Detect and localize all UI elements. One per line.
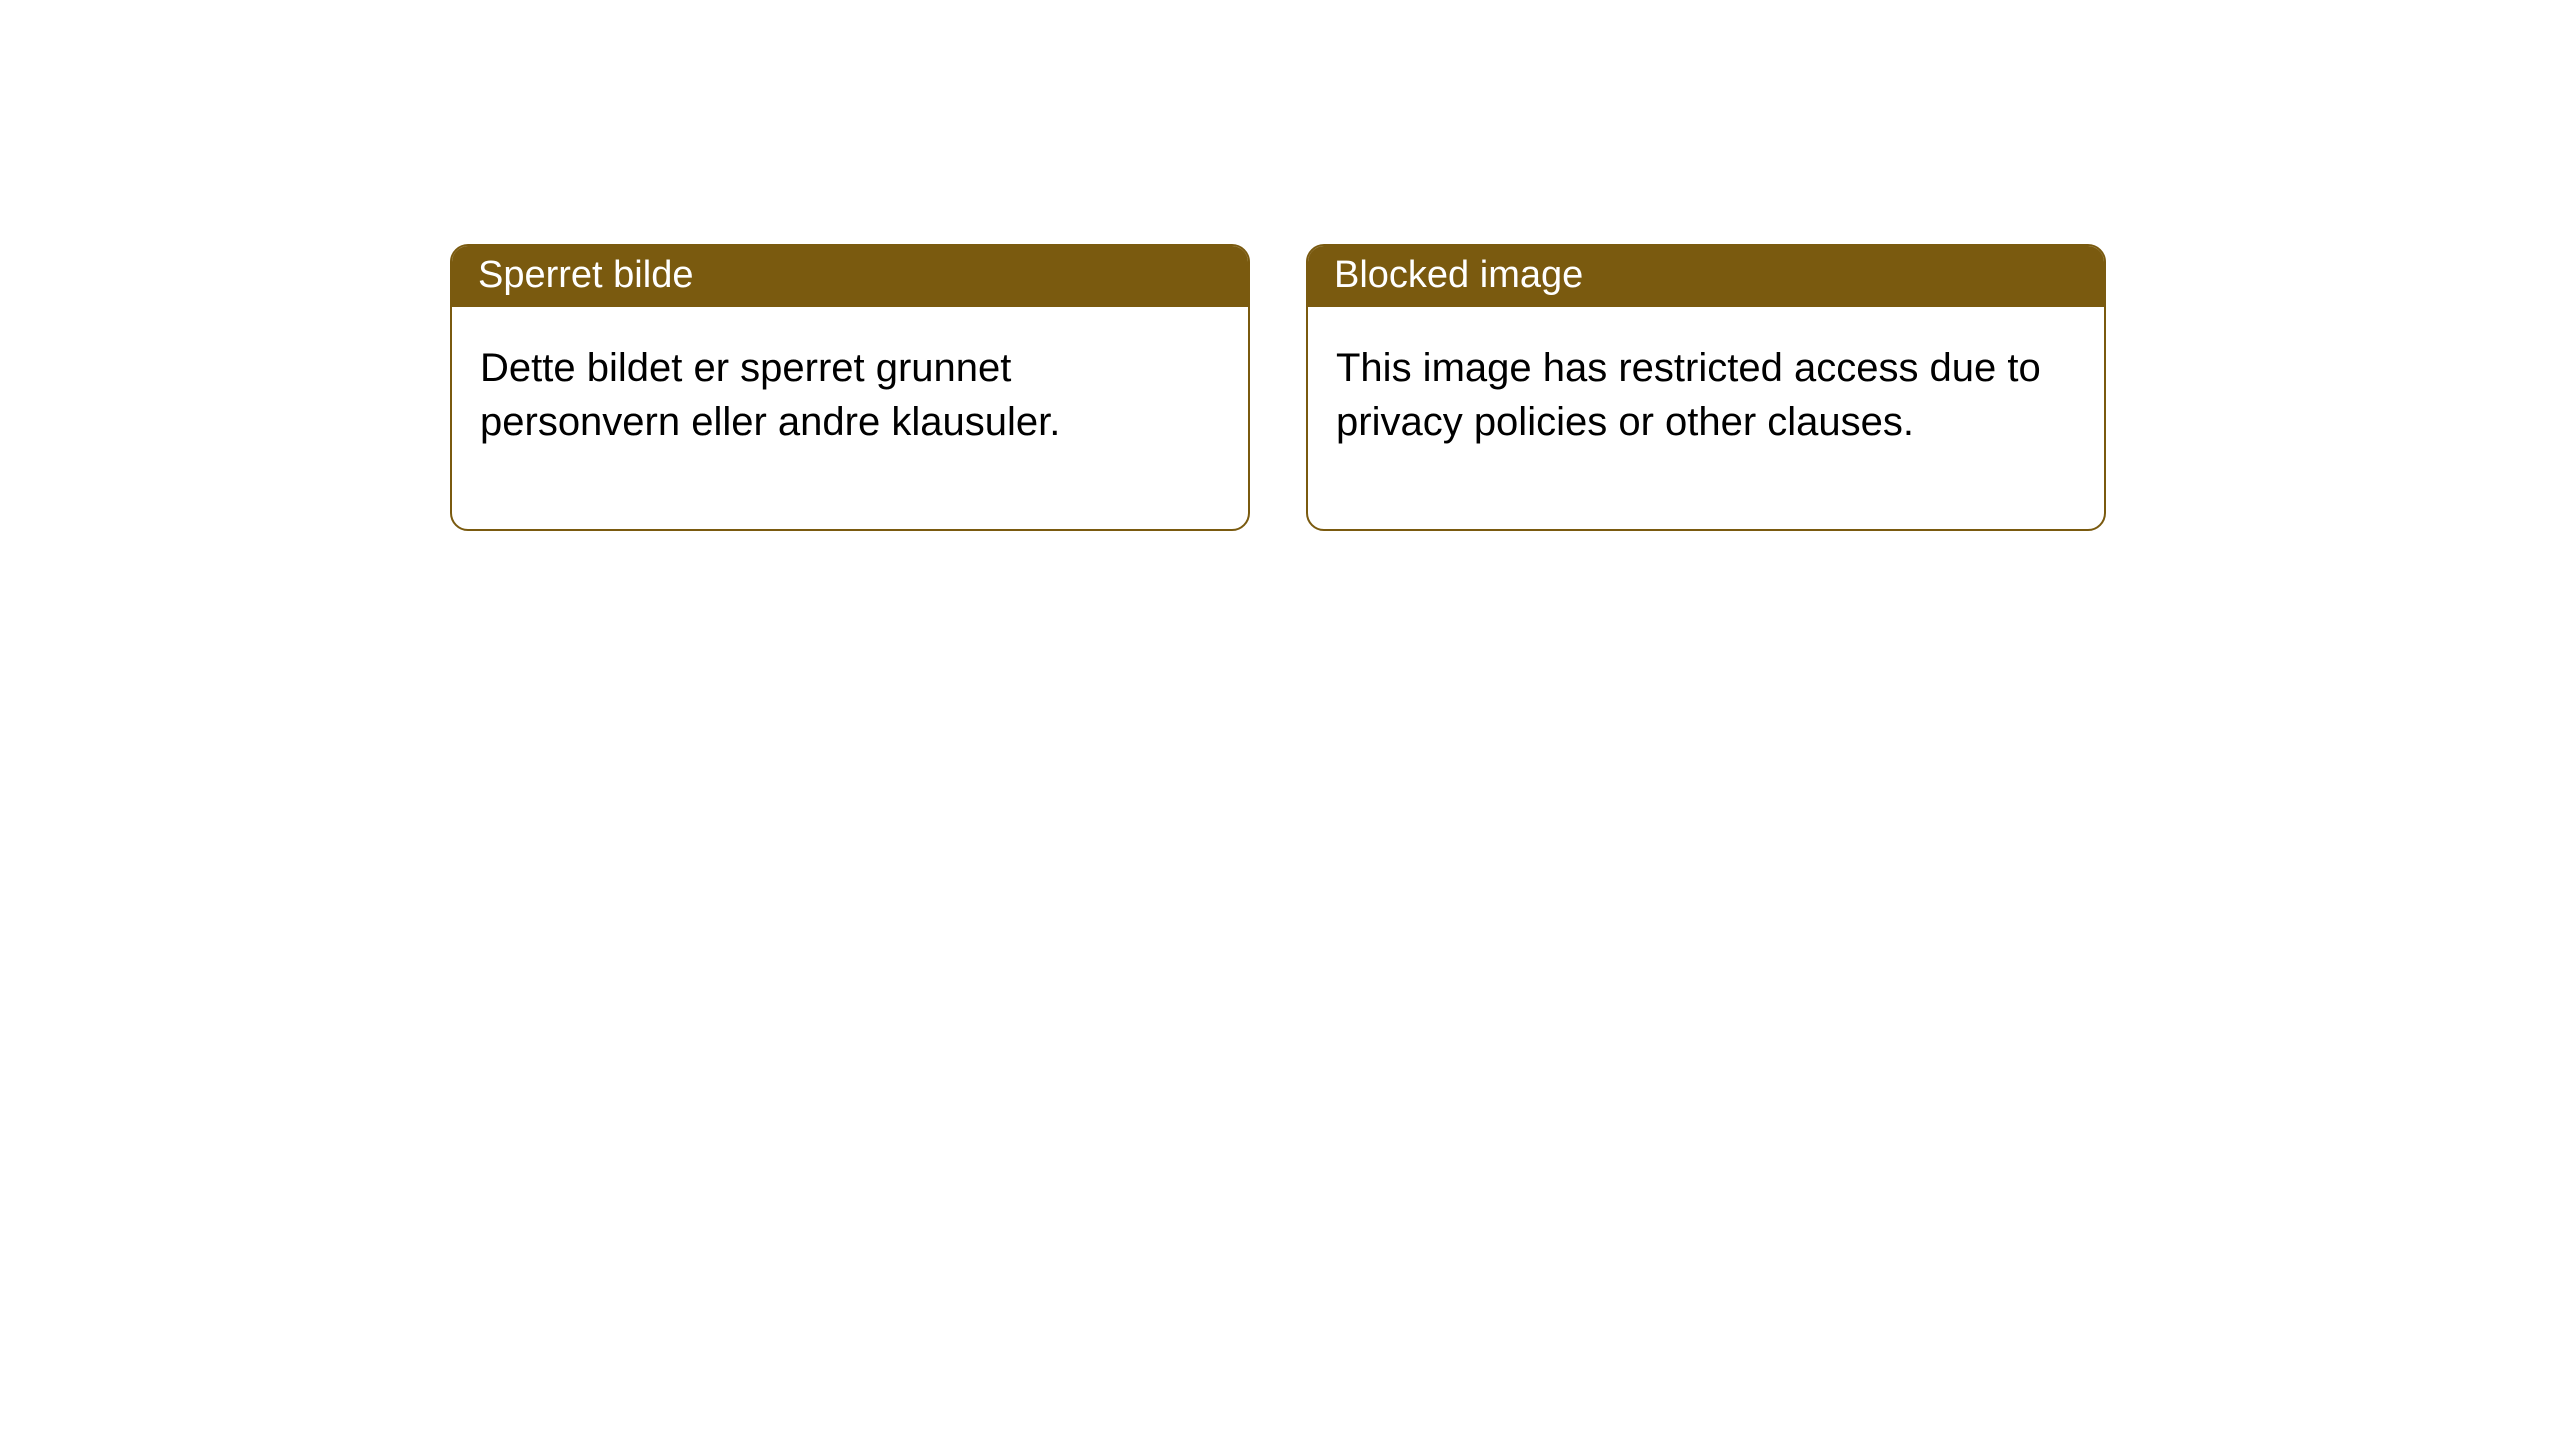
card-title: Sperret bilde — [478, 254, 693, 296]
card-body-text: This image has restricted access due to … — [1336, 346, 2041, 444]
blocked-image-card-en: Blocked image This image has restricted … — [1306, 244, 2106, 531]
card-header: Sperret bilde — [452, 246, 1248, 307]
card-body-text: Dette bildet er sperret grunnet personve… — [480, 346, 1060, 444]
card-body: This image has restricted access due to … — [1308, 307, 2104, 529]
card-header: Blocked image — [1308, 246, 2104, 307]
blocked-image-card-no: Sperret bilde Dette bildet er sperret gr… — [450, 244, 1250, 531]
card-title: Blocked image — [1334, 254, 1583, 296]
card-body: Dette bildet er sperret grunnet personve… — [452, 307, 1248, 529]
card-container: Sperret bilde Dette bildet er sperret gr… — [0, 0, 2560, 531]
